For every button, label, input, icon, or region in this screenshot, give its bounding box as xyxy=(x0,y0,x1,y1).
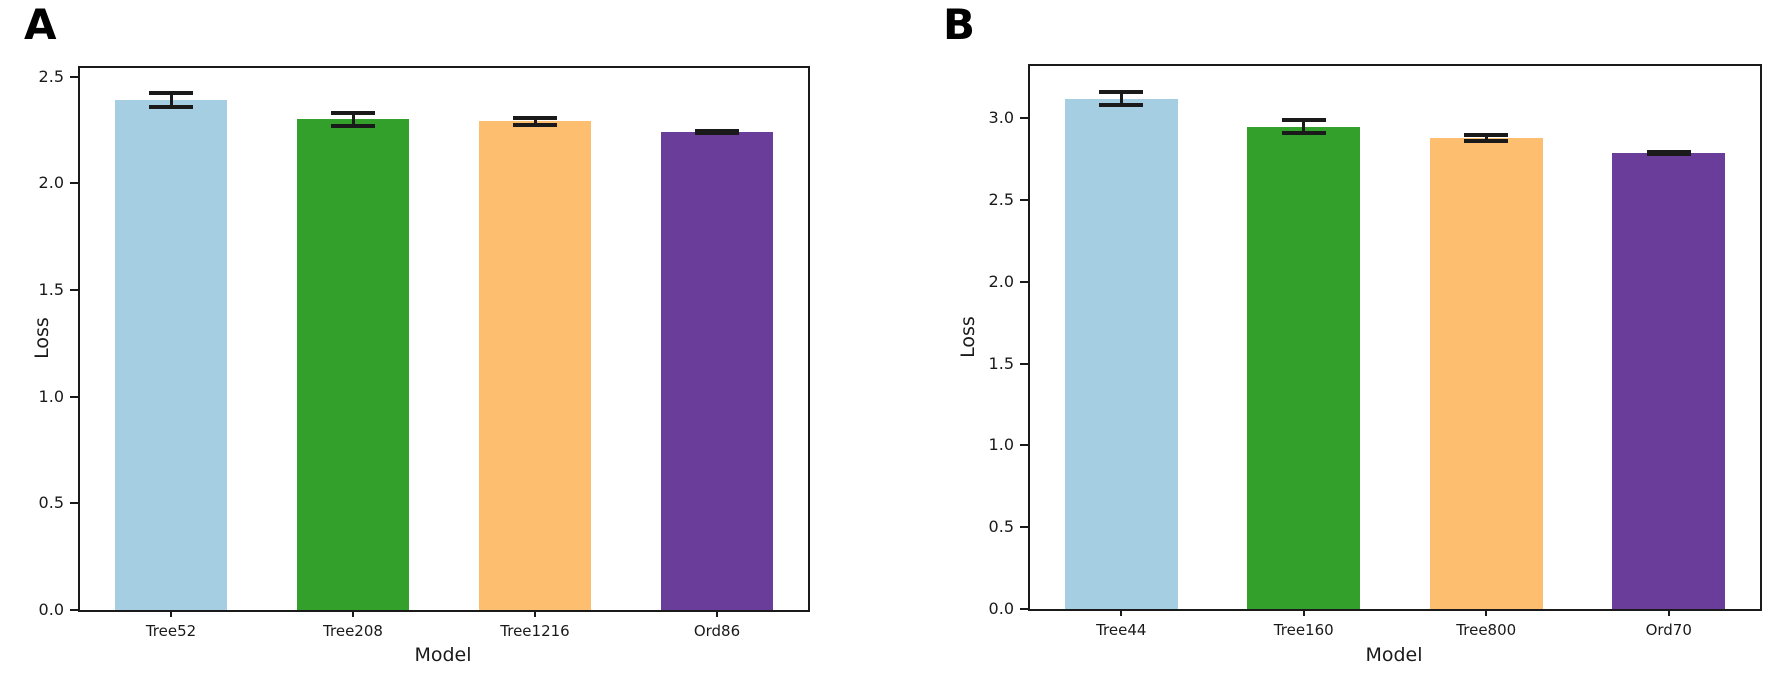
bar-tree160 xyxy=(1247,126,1361,609)
y-tick-label: 0.5 xyxy=(988,517,1014,537)
panel-a-y-axis-label: Loss xyxy=(31,317,53,359)
x-tick-label-tree208: Tree208 xyxy=(323,622,383,640)
y-tick-mark xyxy=(70,609,78,611)
x-tick-label-ord70: Ord70 xyxy=(1645,621,1692,639)
error-bar-cap-top xyxy=(1281,117,1326,122)
y-tick-label: 2.5 xyxy=(38,66,64,86)
bar-ord70 xyxy=(1612,152,1726,609)
error-bar-line xyxy=(533,118,537,125)
y-tick-mark xyxy=(1020,199,1028,202)
error-bar-line xyxy=(1302,119,1306,134)
x-tick-label-tree44: Tree44 xyxy=(1096,621,1147,639)
y-tick-mark xyxy=(1020,526,1028,529)
bar-tree44 xyxy=(1064,98,1178,609)
panel-b-plot-area: 0.0 0.5 1.0 1.5 2.0 2.5 3.0 Tree44 Tree160 Tree80… xyxy=(989,64,1762,639)
bar-tree1216 xyxy=(478,121,592,610)
y-tick-label: 1.0 xyxy=(38,386,64,406)
x-tick-mark xyxy=(716,610,718,617)
x-tick-label-tree52: Tree52 xyxy=(145,622,197,640)
error-bar-cap-top xyxy=(513,116,557,121)
panel-b-y-axis-label: Loss xyxy=(957,316,979,358)
error-bar-cap-bottom xyxy=(1646,151,1691,156)
error-bar-cap-top xyxy=(695,128,739,133)
x-tick-label-tree1216: Tree1216 xyxy=(500,622,570,640)
error-bar-line xyxy=(169,92,173,108)
y-tick-mark xyxy=(70,75,78,78)
y-tick-label: 0.0 xyxy=(38,600,64,619)
y-tick-label: 1.0 xyxy=(988,435,1014,455)
error-bar-line xyxy=(1484,134,1488,142)
error-bar-cap-bottom xyxy=(1281,131,1326,136)
x-tick-mark xyxy=(1667,609,1670,616)
y-tick-mark xyxy=(1020,362,1028,365)
error-bar-cap-top xyxy=(1464,132,1509,137)
y-tick-label: 1.5 xyxy=(38,279,64,299)
error-bar-cap-bottom xyxy=(1464,139,1509,144)
panel-b-x-axis-label: Model xyxy=(1365,644,1423,666)
error-bar-line xyxy=(1119,92,1123,106)
bar-tree800 xyxy=(1429,137,1543,609)
y-tick-mark xyxy=(1020,117,1028,120)
y-tick-label: 0.0 xyxy=(988,599,1014,618)
panel-a-x-axis-label: Model xyxy=(414,644,472,666)
error-bar-cap-top xyxy=(149,90,193,95)
x-tick-mark xyxy=(1120,609,1123,616)
bar-ord86 xyxy=(660,132,774,610)
error-bar-cap-bottom xyxy=(695,131,739,136)
y-tick-label: 3.0 xyxy=(988,108,1014,128)
error-bar-cap-bottom xyxy=(149,105,193,110)
y-tick-mark xyxy=(1020,280,1028,283)
y-tick-mark xyxy=(70,182,78,185)
x-tick-label-tree800: Tree800 xyxy=(1456,621,1517,639)
y-tick-label: 2.5 xyxy=(988,190,1014,210)
bar-tree52 xyxy=(114,100,228,610)
panel-b-letter: B xyxy=(943,0,976,49)
y-tick-mark xyxy=(1020,444,1028,447)
x-tick-mark xyxy=(170,610,172,617)
y-tick-label: 2.0 xyxy=(988,271,1014,291)
panel-a-letter: A xyxy=(24,0,57,49)
error-bar-cap-bottom xyxy=(1099,103,1144,108)
x-tick-mark xyxy=(1485,609,1488,616)
error-bar-cap-top xyxy=(1099,90,1144,95)
x-tick-mark xyxy=(352,610,354,617)
y-tick-label: 1.5 xyxy=(988,353,1014,373)
error-bar-cap-top xyxy=(331,110,375,115)
panel-a-plot-area: 0.0 0.5 1.0 1.5 2.0 2.5 Tree52 Tree208 Tree1216 O… xyxy=(39,66,810,640)
y-tick-mark xyxy=(70,288,78,291)
panel-a: A Loss 0.0 0.5 1.0 1.5 2.0 2.5 Tree52 Tree208 Tr… xyxy=(24,0,810,666)
x-tick-mark xyxy=(1302,609,1305,616)
x-tick-mark xyxy=(534,610,536,617)
y-tick-mark xyxy=(70,395,78,398)
y-tick-label: 2.0 xyxy=(38,173,64,193)
error-bar-cap-bottom xyxy=(331,123,375,128)
x-tick-label-ord86: Ord86 xyxy=(693,622,741,640)
y-tick-mark xyxy=(1020,608,1028,610)
x-tick-label-tree160: Tree160 xyxy=(1273,621,1334,639)
y-tick-mark xyxy=(70,502,78,505)
y-tick-label: 0.5 xyxy=(38,493,64,513)
bar-tree208 xyxy=(296,119,410,610)
error-bar-cap-bottom xyxy=(513,122,557,127)
error-bar-line xyxy=(351,112,355,126)
panel-b: B Loss 0.0 0.5 1.0 1.5 2.0 2.5 3.0 Tree44 Tree16… xyxy=(886,0,1772,673)
